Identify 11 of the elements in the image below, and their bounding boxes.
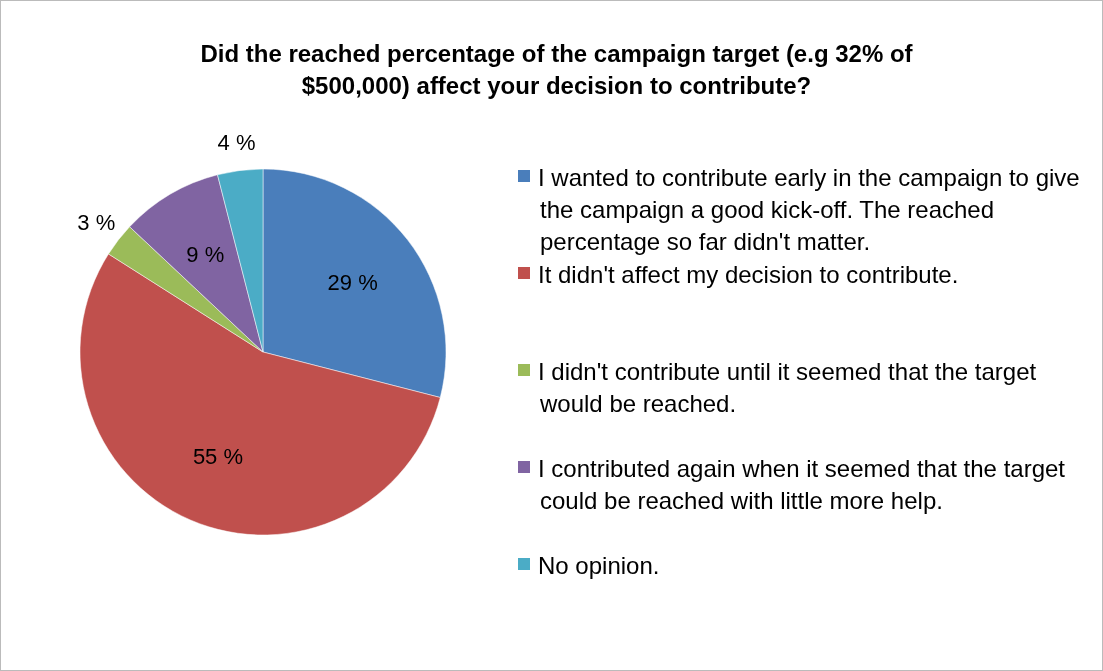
chart-title: Did the reached percentage of the campaign target (e.g 32% of $500,000) affect your decision to contribute? — [200, 40, 914, 99]
legend-label: I didn't contribute until it seemed that the target would be reached. — [538, 357, 1037, 417]
data-label: 29 % — [327, 269, 378, 295]
data-label: 4 % — [217, 130, 256, 156]
legend-label: It didn't affect my decision to contribute. — [538, 260, 959, 288]
legend-label: No opinion. — [538, 551, 660, 579]
data-label: 3 % — [77, 210, 116, 236]
data-label: 9 % — [186, 241, 225, 267]
legend-label: I wanted to contribute early in the campaign to give the campaign a good kick-off. The reached percentage so far didn't matter. — [538, 163, 1080, 255]
data-label: 55 % — [192, 443, 244, 469]
legend-label: I contributed again when it seemed that the target could be reached with little more help. — [538, 454, 1066, 514]
